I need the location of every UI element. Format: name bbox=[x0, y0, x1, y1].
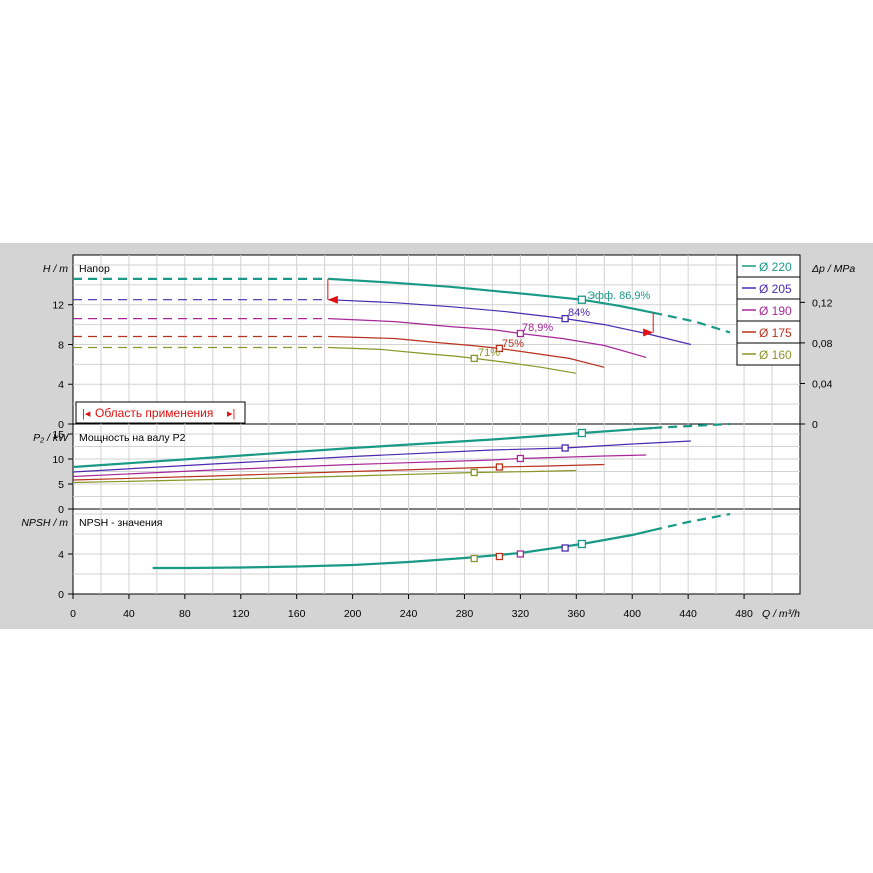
eff-label-d190: 78,9% bbox=[522, 322, 553, 334]
application-range-label: Область применения bbox=[95, 406, 213, 420]
curve-npsh-d220-dashed-end bbox=[652, 512, 731, 532]
curve-power-d190 bbox=[72, 454, 647, 478]
legend: Ø 220 Ø 205 Ø 190 Ø 175 Ø 160 bbox=[736, 254, 801, 366]
bep-marker-head-d205 bbox=[561, 314, 569, 323]
curve-power-d220 bbox=[72, 426, 654, 469]
x-tick-label: 40 bbox=[123, 608, 135, 620]
bep-marker-head-d175 bbox=[495, 344, 504, 353]
x-tick-label: 320 bbox=[512, 608, 530, 620]
pump-curve-panel: 0 40 80 120 160 200 240 280 320 360 400 440 480 0 4 8 12… bbox=[0, 243, 873, 629]
y-tick-label-power: 15 bbox=[52, 429, 64, 441]
curve-npsh-d220 bbox=[152, 529, 654, 570]
dp-tick-label: 0 bbox=[812, 419, 818, 431]
legend-label-d220: Ø 220 bbox=[759, 260, 792, 274]
dp-tick-label: 0,12 bbox=[812, 297, 833, 309]
legend-label-d190: Ø 190 bbox=[759, 304, 792, 318]
dp-tick-label: 0,04 bbox=[812, 378, 833, 390]
bep-marker-npsh-d220 bbox=[577, 539, 587, 549]
y-tick-label-npsh: 0 bbox=[58, 589, 64, 601]
curve-head-d220-dashed-end bbox=[652, 311, 731, 334]
bep-marker-head-d220 bbox=[577, 295, 587, 304]
curve-power-d175 bbox=[72, 463, 605, 481]
x-tick-label: 480 bbox=[735, 608, 753, 620]
x-tick-label: 120 bbox=[232, 608, 250, 620]
p2-axis-label: P₂ / kW bbox=[33, 432, 69, 444]
y-tick-label-power: 5 bbox=[58, 479, 64, 491]
x-tick-label: 160 bbox=[288, 608, 306, 620]
dp-axis-label: Δp / MPa bbox=[811, 263, 855, 275]
y-tick-label-power: 0 bbox=[58, 504, 64, 516]
bep-marker-head-d190 bbox=[516, 329, 525, 338]
range-end-arrow-icon bbox=[643, 328, 654, 337]
curve-head-d160 bbox=[328, 346, 577, 374]
x-tick-label: 400 bbox=[623, 608, 641, 620]
bep-marker-npsh-d205 bbox=[561, 544, 569, 552]
dp-tick-label: 0,08 bbox=[812, 338, 833, 350]
bep-marker-power-d160 bbox=[470, 468, 478, 477]
eff-label-d220: Эфф. 86,9% bbox=[587, 290, 651, 302]
bep-marker-head-d160 bbox=[470, 354, 478, 363]
curve-head-d220 bbox=[328, 277, 654, 314]
curve-power-d160 bbox=[72, 469, 577, 484]
power-panel-title: Мощность на валу P2 bbox=[79, 432, 186, 444]
y-tick-label-head: 8 bbox=[58, 339, 64, 351]
curve-head-d190 bbox=[328, 318, 647, 358]
h-axis-label: H / m bbox=[43, 263, 68, 275]
x-tick-label: 440 bbox=[679, 608, 697, 620]
x-tick-label: 240 bbox=[400, 608, 418, 620]
x-tick-label: 0 bbox=[70, 608, 76, 620]
range-right-arrow-icon: ▸| bbox=[227, 408, 235, 420]
application-range-box: |◂ Область применения ▸| bbox=[75, 401, 246, 424]
x-tick-label: 280 bbox=[456, 608, 474, 620]
pump-curve-chart: 0 40 80 120 160 200 240 280 320 360 400 440 48004812… bbox=[21, 254, 855, 620]
y-tick-label-head: 12 bbox=[52, 300, 64, 312]
head-panel-title: Напор bbox=[79, 263, 110, 275]
bep-marker-power-d205 bbox=[561, 444, 569, 452]
range-start-arrow-icon bbox=[327, 295, 338, 304]
bep-marker-power-d190 bbox=[516, 454, 525, 463]
legend-label-d205: Ø 205 bbox=[759, 282, 792, 296]
q-axis-label: Q / m³/h bbox=[762, 608, 800, 620]
bep-marker-npsh-d175 bbox=[495, 552, 504, 561]
eff-label-d175: 75% bbox=[502, 338, 524, 350]
bep-marker-npsh-d190 bbox=[516, 550, 525, 558]
curve-head-d205 bbox=[328, 299, 692, 346]
curve-power-d205 bbox=[72, 440, 691, 473]
npsh-panel-title: NPSH - значения bbox=[79, 517, 162, 529]
y-tick-label-head: 0 bbox=[58, 419, 64, 431]
x-tick-label: 360 bbox=[568, 608, 586, 620]
bep-marker-npsh-d160 bbox=[470, 554, 478, 563]
eff-label-d160: 71% bbox=[478, 347, 500, 359]
y-tick-label-head: 4 bbox=[58, 379, 64, 391]
legend-label-d175: Ø 175 bbox=[759, 326, 792, 340]
legend-label-d160: Ø 160 bbox=[759, 348, 792, 362]
y-tick-label-npsh: 4 bbox=[58, 549, 64, 561]
npsh-axis-label: NPSH / m bbox=[21, 517, 68, 529]
eff-label-d205: 84% bbox=[568, 307, 590, 319]
x-tick-label: 80 bbox=[179, 608, 191, 620]
x-tick-label: 200 bbox=[344, 608, 362, 620]
curve-head-d175 bbox=[328, 335, 605, 368]
curve-power-d220-dashed-end bbox=[653, 422, 731, 430]
bep-marker-power-d175 bbox=[495, 463, 504, 471]
range-left-arrow-icon: |◂ bbox=[82, 408, 91, 420]
bep-marker-power-d220 bbox=[577, 428, 587, 438]
y-tick-label-power: 10 bbox=[52, 454, 64, 466]
